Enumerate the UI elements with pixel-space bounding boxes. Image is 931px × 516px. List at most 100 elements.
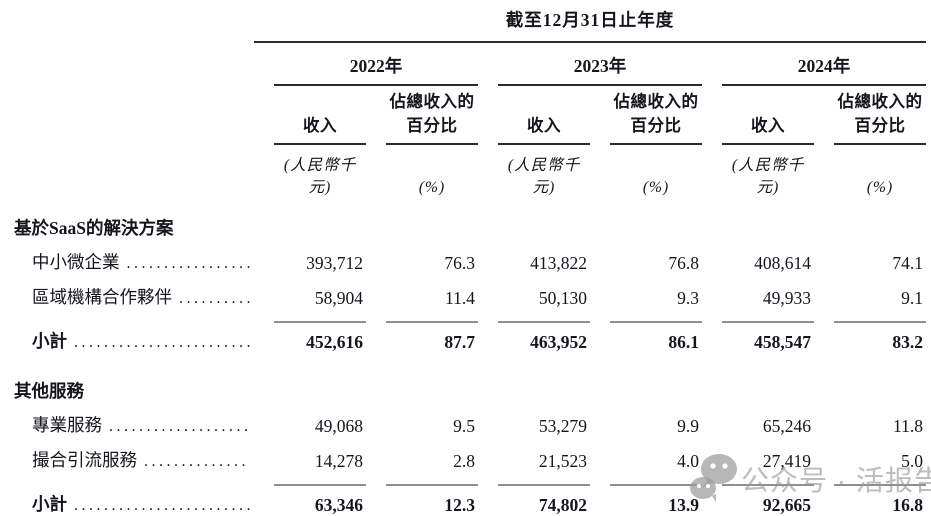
revenue-value-cell: 49,068 xyxy=(314,416,363,436)
col-header-pct-2024: 佔總收入的 百分比 xyxy=(814,86,927,145)
unit-revenue: (人民幣千元) xyxy=(507,157,581,196)
pct-value-cell: 9.1 xyxy=(901,288,924,308)
dot-leader xyxy=(109,418,250,436)
table-title: 截至12月31日止年度 xyxy=(254,0,927,43)
pct-value-cell: 9.9 xyxy=(677,416,699,436)
dot-leader xyxy=(144,453,250,471)
col-header-pct-2023: 佔總收入的 百分比 xyxy=(590,86,702,145)
rule-row xyxy=(14,314,927,323)
pct-value-cell: 12.3 xyxy=(444,495,475,515)
pct-value-cell: 2.8 xyxy=(453,451,475,471)
column-header-row: 收入 佔總收入的 百分比 收入 佔總收入的 百分比 收入 佔總收入的 百分比 xyxy=(14,86,927,145)
revenue-value-cell: 53,279 xyxy=(538,416,587,436)
pct-value-cell: 76.8 xyxy=(668,253,699,273)
revenue-value-cell: 65,246 xyxy=(762,416,811,436)
section-header-row: 基於SaaS的解決方案 xyxy=(14,206,926,244)
pct-value-cell: 87.7 xyxy=(444,332,475,352)
revenue-value-cell: 92,665 xyxy=(762,495,811,515)
table-row: 專業服務 49,068 9.5 53,279 9.9 65,246 11.8 xyxy=(14,407,926,442)
subtotal-row: 小計 63,346 12.3 74,802 13.9 92,665 16.8 xyxy=(14,486,926,516)
pct-value-cell: 74.1 xyxy=(892,253,924,273)
gray-rule-line xyxy=(498,321,590,323)
rule-row xyxy=(14,477,927,486)
pct-value-cell: 76.3 xyxy=(444,253,475,273)
dot-leader xyxy=(74,497,250,515)
row-label-cell: 區域機構合作夥伴 xyxy=(14,279,254,314)
dot-leader xyxy=(179,290,250,308)
year-header-row: 2022年 2023年 2024年 xyxy=(14,42,927,86)
unit-pct: (%) xyxy=(642,179,670,196)
row-label-cell: 專業服務 xyxy=(14,407,254,442)
pct-value-cell: 86.1 xyxy=(668,332,699,352)
revenue-value-cell: 74,802 xyxy=(538,495,587,515)
pct-value-cell: 13.9 xyxy=(668,495,699,515)
revenue-value-cell: 14,278 xyxy=(314,451,363,471)
col-header-pct-2022: 佔總收入的 百分比 xyxy=(366,86,478,145)
year-header-2023: 2023年 xyxy=(478,42,702,86)
revenue-value-cell: 408,614 xyxy=(754,253,811,273)
revenue-breakdown-table: 截至12月31日止年度 2022年 2023年 2024年 收入 xyxy=(14,0,927,516)
gray-rule-line xyxy=(834,321,927,323)
title-spacer-cell xyxy=(14,0,254,42)
revenue-value-cell: 393,712 xyxy=(306,253,363,273)
unit-pct: (%) xyxy=(866,179,894,196)
row-label-cell: 小計 xyxy=(14,486,254,516)
gray-rule-line xyxy=(386,484,478,486)
row-label-cell: 撮合引流服務 xyxy=(14,442,254,477)
row-label: 撮合引流服務 xyxy=(32,450,137,470)
revenue-value-cell: 58,904 xyxy=(314,288,363,308)
pct-value-cell: 9.3 xyxy=(677,288,699,308)
revenue-value-cell: 452,616 xyxy=(306,332,363,352)
gray-rule-line xyxy=(498,484,590,486)
pct-value-cell: 11.4 xyxy=(445,288,475,308)
gray-rule-line xyxy=(834,484,927,486)
title-row: 截至12月31日止年度 xyxy=(14,0,927,43)
dot-leader xyxy=(74,334,250,352)
row-label-cell: 中小微企業 xyxy=(14,244,254,279)
gray-rule-line xyxy=(274,321,366,323)
revenue-value-cell: 458,547 xyxy=(754,332,811,352)
table-header: 截至12月31日止年度 2022年 2023年 2024年 收入 xyxy=(14,0,927,206)
units-row: (人民幣千元) (%) (人民幣千元) (%) (人民幣千元) (%) xyxy=(14,145,926,206)
gray-rule-line xyxy=(274,484,366,486)
col-header-revenue-2023: 收入 xyxy=(478,86,590,145)
revenue-value-cell: 27,419 xyxy=(762,451,811,471)
spacer-row xyxy=(14,358,926,371)
row-label: 專業服務 xyxy=(32,415,102,435)
revenue-value-cell: 463,952 xyxy=(530,332,587,352)
gray-rule-line xyxy=(610,321,702,323)
revenue-value-cell: 50,130 xyxy=(538,288,587,308)
table-row: 中小微企業 393,712 76.3 413,822 76.8 408,614 74.1 xyxy=(14,244,926,279)
unit-pct: (%) xyxy=(418,179,446,196)
row-label: 小計 xyxy=(32,331,67,351)
revenue-value-cell: 21,523 xyxy=(538,451,587,471)
revenue-value-cell: 63,346 xyxy=(314,495,363,515)
pct-value-cell: 16.8 xyxy=(892,495,924,515)
pct-value-cell: 11.8 xyxy=(893,416,924,436)
row-label: 中小微企業 xyxy=(32,252,120,272)
revenue-value-cell: 413,822 xyxy=(530,253,587,273)
section-label: 其他服務 xyxy=(14,381,84,401)
gray-rule-line xyxy=(722,484,814,486)
section-header-row: 其他服務 xyxy=(14,371,926,407)
pct-value-cell: 83.2 xyxy=(892,332,924,352)
subtotal-row: 小計 452,616 87.7 463,952 86.1 458,547 83.2 xyxy=(14,323,926,358)
row-label: 區域機構合作夥伴 xyxy=(32,287,172,307)
row-label-cell: 小計 xyxy=(14,323,254,358)
year-header-2022: 2022年 xyxy=(254,42,478,86)
table-row: 區域機構合作夥伴 58,904 11.4 50,130 9.3 49,933 9.1 xyxy=(14,279,926,314)
revenue-value-cell: 49,933 xyxy=(762,288,811,308)
year-header-2024: 2024年 xyxy=(702,42,927,86)
col-header-revenue-2022: 收入 xyxy=(254,86,366,145)
section-label: 基於SaaS的解決方案 xyxy=(14,218,174,238)
pct-value-cell: 4.0 xyxy=(677,451,699,471)
unit-revenue: (人民幣千元) xyxy=(283,157,357,196)
gray-rule-line xyxy=(386,321,478,323)
row-label: 小計 xyxy=(32,494,67,514)
unit-revenue: (人民幣千元) xyxy=(731,157,805,196)
pct-value-cell: 9.5 xyxy=(453,416,475,436)
col-header-revenue-2024: 收入 xyxy=(702,86,814,145)
table-row: 撮合引流服務 14,278 2.8 21,523 4.0 27,419 5.0 xyxy=(14,442,926,477)
